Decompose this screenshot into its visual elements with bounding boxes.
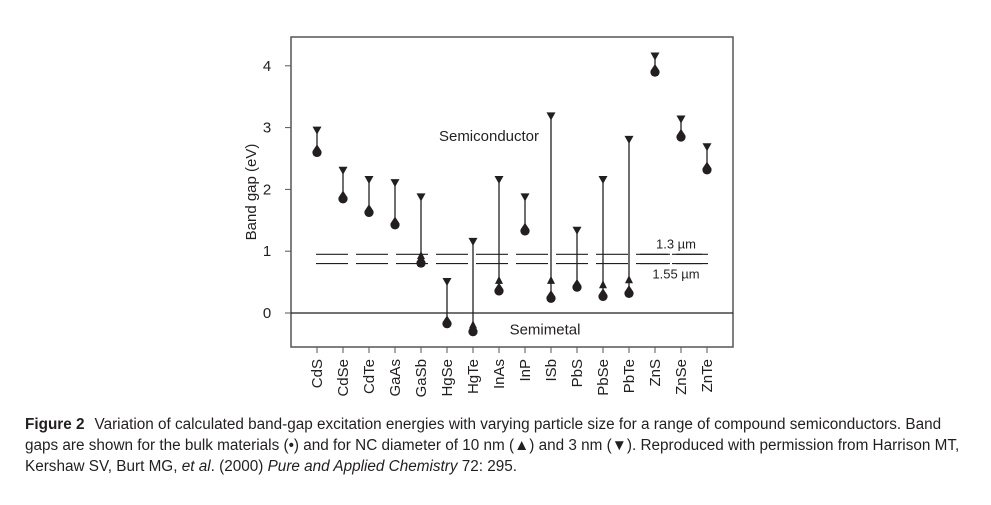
y-axis-label: Band gap (eV) [243, 144, 260, 241]
bulk-point-zns [650, 63, 660, 77]
reference-label-1-3um: 1.3 µm [656, 236, 696, 251]
y-tick-label: 1 [263, 243, 271, 260]
x-tick-label-pbs: PbS [569, 359, 586, 387]
nc3nm-point-gaas [390, 179, 400, 188]
nc3nm-point-pbse [598, 176, 608, 185]
nc3nm-point-isb [546, 112, 556, 121]
x-tick-label-znse: ZnSe [673, 359, 690, 395]
nc3nm-point-hgte [468, 237, 478, 246]
x-tick-label-zns: ZnS [647, 359, 664, 387]
x-tick-label-pbse: PbSe [595, 359, 612, 396]
nc3nm-point-zns [650, 52, 660, 61]
caption-text-3: 72: 295. [457, 458, 518, 475]
annotation-semimetal: Semimetal [510, 322, 581, 339]
bulk-point-pbs [572, 279, 582, 292]
bulk-point-inp [520, 222, 530, 236]
nc10nm-point-pbte [625, 275, 633, 284]
x-tick-label-inas: InAs [491, 359, 508, 389]
nc3nm-point-gasb [416, 193, 426, 202]
bulk-point-pbse [598, 288, 608, 302]
x-tick-label-isb: ISb [543, 359, 560, 382]
bulk-point-cdse [338, 190, 348, 204]
bulk-point-cdte [364, 204, 374, 218]
nc3nm-point-pbs [572, 226, 582, 235]
nc10nm-point-isb [547, 275, 555, 284]
y-tick-label: 4 [263, 58, 271, 75]
caption-journal: Pure and Applied Chemistry [267, 458, 458, 475]
x-tick-label-inp: InP [517, 359, 534, 382]
bulk-point-hgte [468, 323, 478, 337]
bulk-point-znse [676, 128, 686, 142]
caption-text-2: . (2000) [210, 458, 268, 475]
bulk-point-gasb [416, 254, 426, 268]
nc3nm-point-inp [520, 193, 530, 202]
nc3nm-point-hgse [442, 278, 452, 287]
x-tick-label-cdse: CdSe [335, 359, 352, 397]
bulk-point-gaas [390, 216, 400, 230]
plot-frame [290, 36, 734, 348]
nc10nm-point-hgte [469, 320, 477, 329]
y-tick-label: 3 [263, 120, 271, 137]
x-tick-label-hgse: HgSe [439, 359, 456, 397]
annotation-semiconductor: Semiconductor [439, 128, 539, 145]
nc10nm-point-inas [495, 275, 503, 284]
caption-text-1: Variation of calculated band-gap excitat… [25, 416, 960, 475]
bulk-point-hgse [442, 315, 452, 329]
figure-caption: Figure 2 Variation of calculated band-gap… [25, 414, 965, 477]
band-gap-chart: 0 1 2 3 4 Band gap (eV) CdS CdSe CdTe GaAs GaSb HgS… [243, 36, 734, 397]
nc3nm-point-cds [312, 126, 322, 135]
bulk-point-inas [494, 282, 504, 296]
x-tick-label-cdte: CdTe [361, 359, 378, 394]
x-tick-label-pbte: PbTe [621, 359, 638, 393]
nc10nm-point-pbse [599, 280, 607, 289]
bulk-point-isb [546, 290, 556, 303]
y-tick-label: 0 [263, 305, 271, 322]
x-tick-label-hgte: HgTe [465, 359, 482, 394]
nc10nm-point-gasb [417, 251, 425, 260]
x-tick-label-znte: ZnTe [699, 359, 716, 392]
x-tick-label-cds: CdS [309, 359, 326, 388]
nc3nm-point-cdte [364, 176, 374, 185]
x-tick-label-gaas: GaAs [387, 359, 404, 397]
bulk-point-cds [312, 144, 322, 158]
caption-etal: et al [181, 458, 211, 475]
y-tick-label: 2 [263, 181, 271, 198]
nc3nm-point-cdse [338, 166, 348, 175]
nc3nm-point-znse [676, 115, 686, 124]
nc3nm-point-znte [702, 143, 712, 152]
reference-label-1-55um: 1.55 µm [652, 267, 699, 282]
nc3nm-point-pbte [624, 135, 634, 144]
bulk-point-znte [702, 161, 712, 175]
x-tick-label-gasb: GaSb [413, 359, 430, 397]
bulk-point-pbte [624, 285, 634, 298]
figure-label: Figure 2 [25, 416, 85, 433]
nc3nm-point-inas [494, 176, 504, 185]
